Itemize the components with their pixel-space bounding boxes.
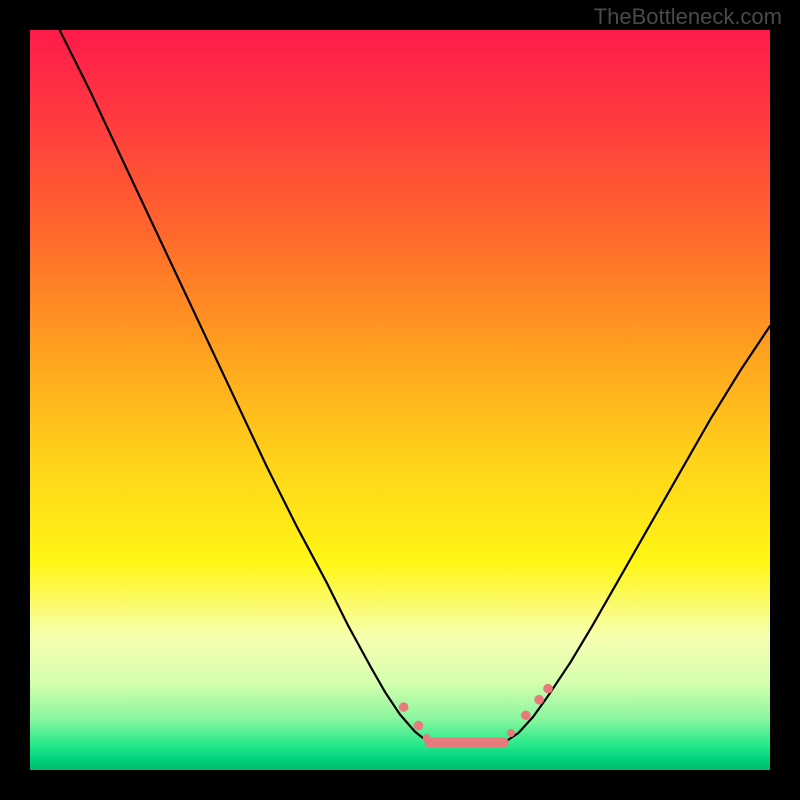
chart-frame: TheBottleneck.com (0, 0, 800, 800)
marker-point (399, 702, 409, 712)
chart-gradient-background (30, 30, 770, 770)
marker-point (543, 684, 553, 694)
marker-point (507, 729, 515, 737)
marker-point (521, 710, 531, 720)
marker-point (534, 695, 544, 705)
bottleneck-chart (0, 0, 800, 800)
marker-point (414, 721, 424, 731)
marker-point (423, 734, 431, 742)
